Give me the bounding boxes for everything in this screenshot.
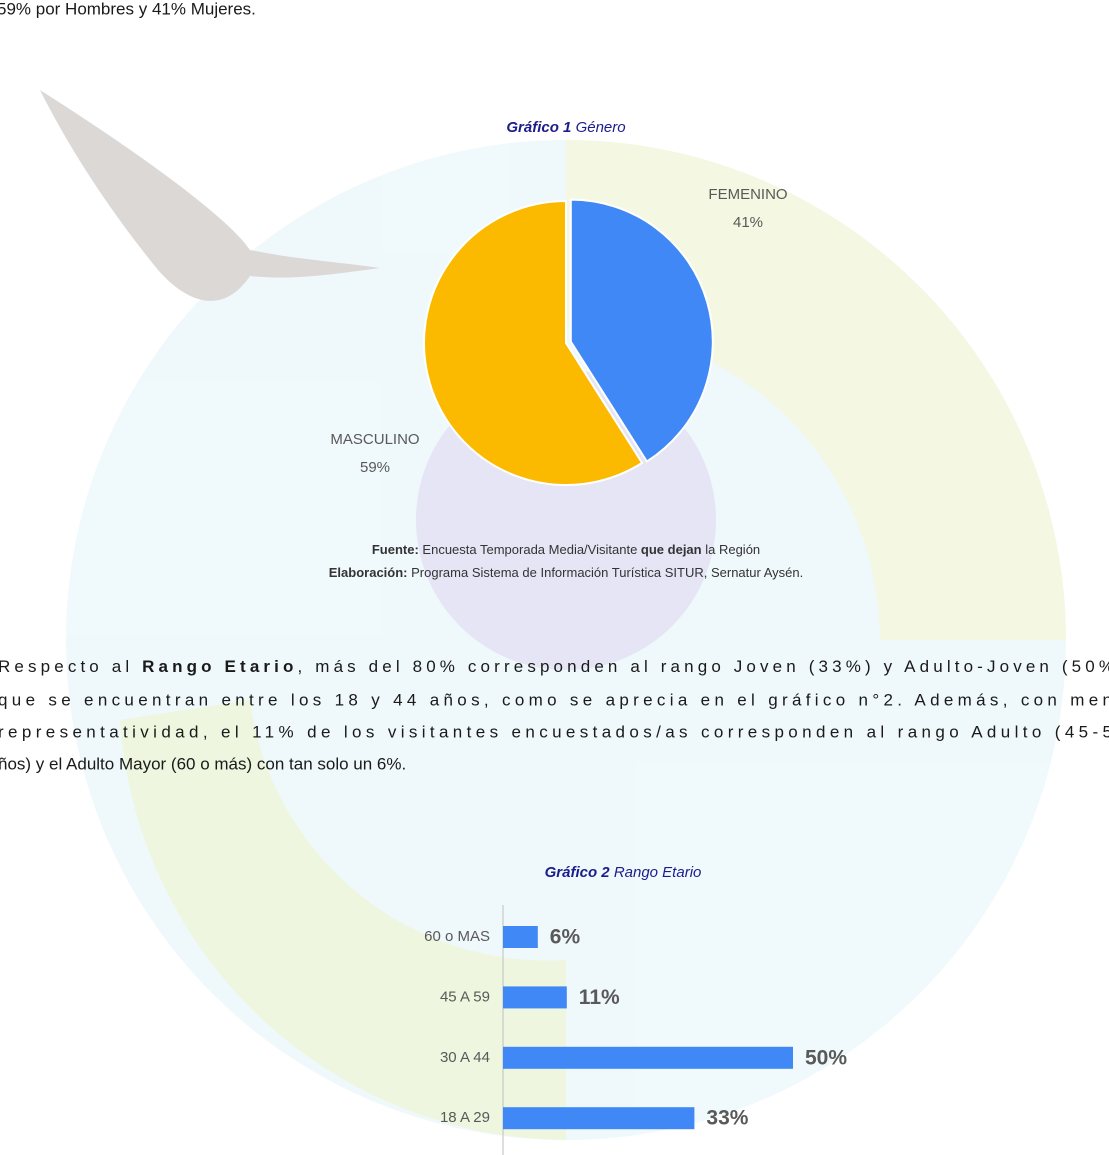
title-number: Gráfico 2 xyxy=(545,864,611,881)
value-label: 11% xyxy=(579,986,620,1009)
category-label: FEMENINO xyxy=(708,186,787,203)
bar xyxy=(503,926,538,948)
category-label: 45 A 59 xyxy=(440,988,490,1005)
label: Fuente: xyxy=(372,542,419,557)
text-bold: que dejan xyxy=(641,542,702,557)
text: la Región xyxy=(702,542,761,557)
category-label: 60 o MAS xyxy=(424,928,490,945)
bar xyxy=(503,1107,694,1129)
title: Género xyxy=(576,119,626,136)
paragraph-line: ños) y el Adulto Mayor (60 o más) con ta… xyxy=(0,754,406,773)
paragraph-line: Respecto al Rango Etario, más del 80% co… xyxy=(0,657,1109,676)
category-label: 30 A 44 xyxy=(440,1049,490,1066)
bar xyxy=(503,1047,793,1069)
text: Programa Sistema de Información Turístic… xyxy=(411,565,803,580)
value-label: 59% xyxy=(360,459,390,476)
value-label: 6% xyxy=(550,926,581,949)
text: Encuesta Temporada Media/Visitante xyxy=(422,542,641,557)
text: , más del 80% corresponden al rango Jove… xyxy=(298,657,1109,676)
chart-title: Gráfico 1 Género xyxy=(506,119,625,136)
source-line: Fuente: Encuesta Temporada Media/Visitan… xyxy=(372,542,760,557)
source-line: Elaboración: Programa Sistema de Informa… xyxy=(329,565,803,580)
page: 59% por Hombres y 41% Mujeres. Gráfico 1… xyxy=(0,0,1109,1155)
label: Elaboración: xyxy=(329,565,408,580)
bar xyxy=(503,986,567,1008)
category-label: 18 A 29 xyxy=(440,1109,490,1126)
chart-title: Gráfico 2 Rango Etario xyxy=(545,864,702,881)
value-label: 50% xyxy=(805,1046,847,1069)
title: Rango Etario xyxy=(614,864,702,881)
title-number: Gráfico 1 xyxy=(506,119,571,136)
value-label: 33% xyxy=(706,1107,748,1130)
category-label: MASCULINO xyxy=(330,431,419,448)
text-line: 59% por Hombres y 41% Mujeres. xyxy=(0,0,256,18)
text: Respecto al xyxy=(0,657,138,676)
paragraph-line: representatividad, el 11% de los visitan… xyxy=(0,722,1109,741)
value-label: 41% xyxy=(733,214,763,231)
